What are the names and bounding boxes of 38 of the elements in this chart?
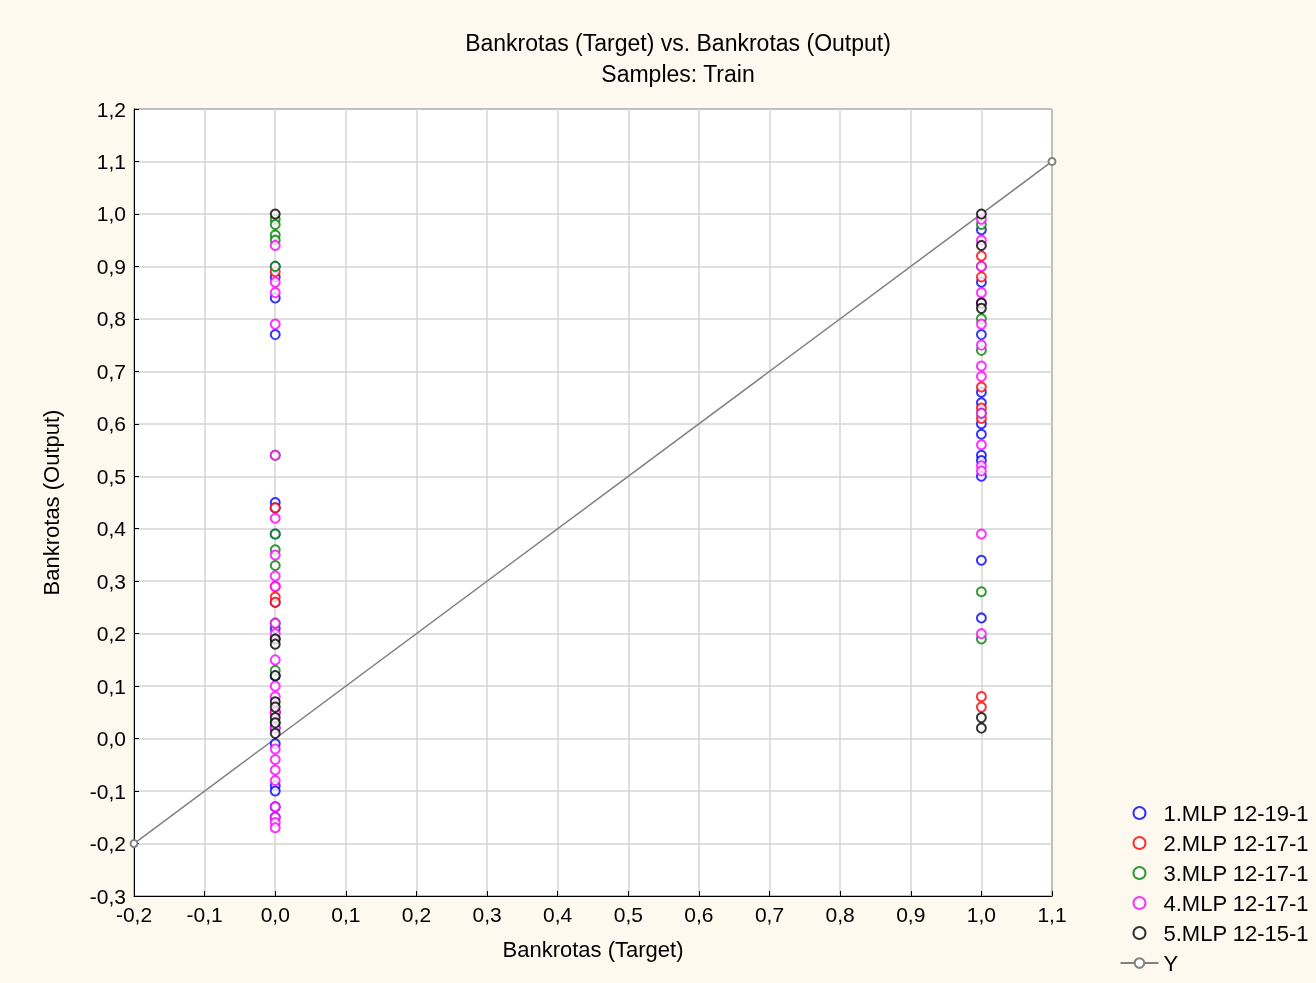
y-tick-label: 0,8 bbox=[96, 307, 126, 331]
x-tick-label: 0,8 bbox=[825, 903, 855, 926]
y-tick-label: 0,1 bbox=[96, 674, 126, 698]
legend-label: 1.MLP 12-19-1 bbox=[1163, 800, 1309, 826]
y-tick-label: 0,5 bbox=[96, 464, 126, 488]
x-tick-label: 0,6 bbox=[684, 903, 714, 926]
y-tick-label: 0,3 bbox=[96, 569, 126, 593]
legend-label: 3.MLP 12-17-1 bbox=[1163, 860, 1309, 886]
y-tick-label: 0,2 bbox=[96, 622, 126, 646]
x-tick-label: 0,3 bbox=[472, 903, 502, 926]
x-tick-label: 0,2 bbox=[401, 903, 432, 926]
x-tick-label: -0,1 bbox=[186, 903, 223, 926]
x-tick-label: 0,7 bbox=[754, 903, 785, 926]
legend-label: 5.MLP 12-15-1 bbox=[1163, 920, 1309, 946]
y-tick-label: 0,4 bbox=[96, 517, 127, 541]
x-tick-label: 1,0 bbox=[966, 903, 996, 926]
x-tick-label: 0,4 bbox=[543, 903, 573, 926]
x-tick-label: 0,5 bbox=[613, 903, 643, 926]
chart-subtitle: Samples: Train bbox=[601, 60, 755, 87]
y-tick-label: -0,1 bbox=[89, 779, 126, 803]
y-tick-label: 1,2 bbox=[96, 97, 126, 121]
y-tick-label: 0,6 bbox=[96, 412, 126, 436]
legend-label: 4.MLP 12-17-1 bbox=[1163, 890, 1309, 916]
x-axis-title: Bankrotas (Target) bbox=[502, 936, 684, 962]
y-tick-label: 1,0 bbox=[96, 202, 126, 226]
chart-title: Bankrotas (Target) vs. Bankrotas (Output) bbox=[465, 29, 891, 56]
x-tick-label: 0,9 bbox=[896, 903, 926, 926]
x-tick-label: 0,0 bbox=[260, 903, 290, 926]
y-tick-label: -0,2 bbox=[89, 832, 126, 856]
legend-label: Y bbox=[1163, 950, 1179, 976]
y-tick-label: 1,1 bbox=[96, 149, 126, 173]
y-tick-label: 0,0 bbox=[96, 727, 126, 751]
legend-label: 2.MLP 12-17-1 bbox=[1163, 830, 1309, 856]
x-tick-label: 0,1 bbox=[331, 903, 361, 926]
y-axis-title: Bankrotas (Output) bbox=[38, 409, 64, 596]
x-tick-label: 1,1 bbox=[1037, 903, 1067, 926]
y-tick-label: 0,7 bbox=[96, 359, 126, 383]
y-tick-label: 0,9 bbox=[96, 254, 126, 278]
